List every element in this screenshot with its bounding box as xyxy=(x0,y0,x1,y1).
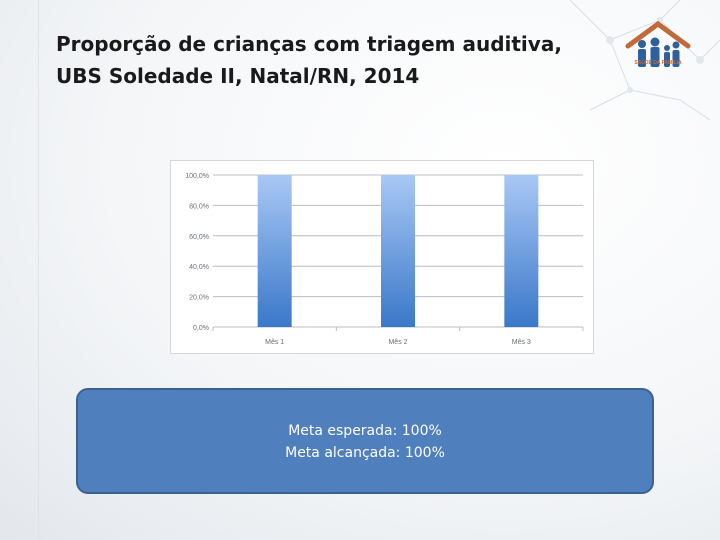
y-tick-label: 60,0% xyxy=(189,234,209,241)
logo-caption: SAÚDE DA FAMÍLIA xyxy=(634,60,682,66)
title-line-2: UBS Soledade II, Natal/RN, 2014 xyxy=(56,64,420,88)
slide-border-line xyxy=(38,0,39,540)
y-tick-label: 40,0% xyxy=(189,264,209,271)
family-icon xyxy=(625,20,691,67)
goal-summary-box: Meta esperada: 100% Meta alcançada: 100% xyxy=(76,388,654,494)
title-line-1: Proporção de crianças com triagem auditi… xyxy=(56,32,562,56)
background-network-decoration xyxy=(569,0,720,120)
bar xyxy=(381,175,415,327)
bar xyxy=(504,175,539,327)
x-tick-label: Mês 1 xyxy=(265,339,284,346)
y-tick-label: 100,0% xyxy=(185,173,209,180)
y-tick-label: 20,0% xyxy=(189,295,209,302)
achieved-goal-text: Meta alcançada: 100% xyxy=(285,445,445,461)
y-tick-label: 80,0% xyxy=(189,203,209,210)
bar-chart: 0,0% 20,0% 40,0% 60,0% 80,0% 100,0% Mês 1 Mês 2… xyxy=(170,160,594,354)
chart-canvas: 0,0% 20,0% 40,0% 60,0% 80,0% 100,0% Mês 1 Mês 2… xyxy=(185,173,584,346)
expected-goal-text: Meta esperada: 100% xyxy=(288,423,442,439)
y-tick-label: 0,0% xyxy=(193,325,209,332)
x-tick-label: Mês 3 xyxy=(512,339,531,346)
slide-title: Proporção de crianças com triagem auditi… xyxy=(56,28,616,92)
bar xyxy=(257,175,292,327)
x-tick-label: Mês 2 xyxy=(388,339,407,346)
